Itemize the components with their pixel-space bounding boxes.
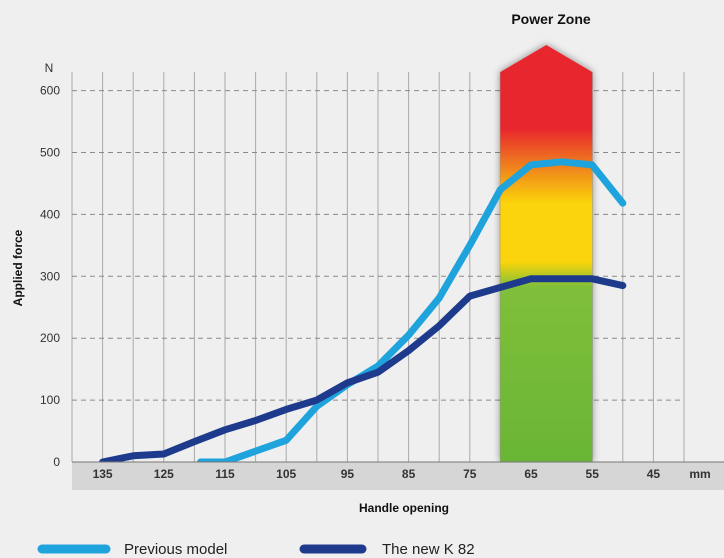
- x-axis-title: Handle opening: [359, 501, 449, 515]
- series-line-previous-model: [197, 158, 627, 466]
- x-axis-band: [72, 462, 724, 490]
- series-line-new-k82: [99, 275, 627, 466]
- y-unit-label: N: [45, 61, 54, 75]
- x-unit-label: mm: [689, 467, 710, 481]
- axes: 135 125 115 105 95 85 75 65 55 45 0 100 200 300 400 500…: [40, 84, 724, 490]
- x-tick-label: 65: [524, 467, 538, 481]
- x-tick-label: 55: [586, 467, 600, 481]
- x-tick-label: 75: [463, 467, 477, 481]
- power-zone-title: Power Zone: [511, 11, 591, 27]
- y-tick-label: 100: [40, 393, 60, 407]
- x-tick-label: 115: [215, 467, 235, 481]
- x-tick-label: 125: [154, 467, 174, 481]
- y-tick-label: 400: [40, 207, 60, 221]
- y-tick-label: 300: [40, 269, 60, 283]
- legend-label-new-k82: The new K 82: [382, 541, 475, 558]
- x-tick-label: 95: [341, 467, 355, 481]
- power-zone: [500, 45, 593, 462]
- legend-label-previous-model: Previous model: [124, 541, 227, 558]
- x-tick-label: 85: [402, 467, 416, 481]
- power-zone-arrow: [500, 45, 593, 462]
- y-axis-title: Applied force: [11, 229, 25, 306]
- y-tick-label: 500: [40, 145, 60, 159]
- legend: Previous model The new K 82: [37, 541, 475, 558]
- x-tick-label: 135: [93, 467, 113, 481]
- series-lines: [99, 158, 627, 466]
- y-tick-label: 200: [40, 331, 60, 345]
- x-tick-label: 45: [647, 467, 661, 481]
- x-tick-label: 105: [276, 467, 296, 481]
- y-tick-label: 600: [40, 84, 60, 98]
- y-tick-label: 0: [53, 455, 60, 469]
